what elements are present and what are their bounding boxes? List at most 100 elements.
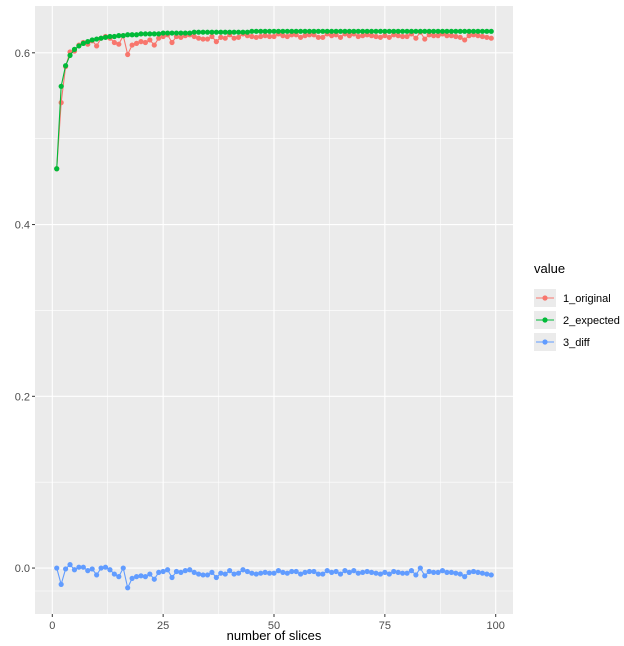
data-point xyxy=(258,33,264,40)
data-point xyxy=(235,570,242,576)
data-point xyxy=(435,28,441,34)
data-point xyxy=(235,29,242,35)
data-point xyxy=(377,28,384,34)
data-point xyxy=(302,569,308,575)
data-point xyxy=(280,28,286,34)
data-point xyxy=(470,568,477,575)
data-point xyxy=(329,28,335,34)
data-point xyxy=(94,572,100,578)
data-point xyxy=(306,568,313,575)
data-point xyxy=(329,33,335,39)
data-point xyxy=(218,29,224,35)
data-point xyxy=(204,36,211,42)
data-point xyxy=(320,34,326,40)
legend-label: 3_diff xyxy=(563,337,591,349)
data-point xyxy=(85,568,91,574)
data-point xyxy=(399,33,406,40)
data-point xyxy=(147,571,153,577)
y-tick-label: 0.2 xyxy=(15,391,30,403)
data-point xyxy=(227,568,233,574)
data-point xyxy=(391,28,397,34)
data-point xyxy=(360,28,366,34)
data-point xyxy=(80,564,86,570)
data-point xyxy=(311,28,317,34)
data-point xyxy=(142,574,149,580)
data-point xyxy=(435,33,441,39)
data-point xyxy=(266,28,273,34)
data-point xyxy=(275,28,282,34)
data-point xyxy=(360,569,366,575)
data-point xyxy=(479,570,485,576)
data-point xyxy=(382,33,388,39)
data-point xyxy=(333,568,339,575)
data-point xyxy=(58,581,64,587)
data-point xyxy=(311,568,317,575)
data-point xyxy=(298,28,304,34)
data-point xyxy=(280,33,286,39)
data-point xyxy=(116,33,122,39)
data-point xyxy=(399,570,406,576)
data-point xyxy=(302,33,308,39)
data-point xyxy=(169,39,175,46)
legend-label: 1_original xyxy=(563,293,611,305)
axis-ticks xyxy=(32,52,497,617)
data-point xyxy=(337,571,344,577)
data-point xyxy=(244,568,250,575)
data-point xyxy=(200,36,206,42)
data-point xyxy=(204,29,211,35)
data-point xyxy=(111,571,117,577)
data-point xyxy=(404,28,410,34)
data-point xyxy=(368,28,375,34)
data-point xyxy=(204,572,211,578)
data-point xyxy=(408,28,415,34)
data-point xyxy=(182,30,188,36)
data-point xyxy=(466,28,472,34)
data-point xyxy=(453,33,459,40)
data-point xyxy=(262,33,268,39)
data-point xyxy=(111,33,117,40)
data-point xyxy=(342,28,348,34)
data-point xyxy=(244,29,250,35)
data-point xyxy=(298,571,304,577)
data-point xyxy=(222,35,228,41)
data-point xyxy=(258,570,264,576)
data-point xyxy=(373,33,379,40)
legend-item-2_expected: 2_expected xyxy=(534,311,620,329)
data-point xyxy=(271,33,277,40)
data-point xyxy=(133,574,140,580)
data-point xyxy=(435,569,441,575)
data-point xyxy=(426,28,432,34)
data-point xyxy=(337,28,344,34)
data-point xyxy=(395,33,401,39)
data-point xyxy=(209,33,215,40)
data-point xyxy=(200,572,206,578)
data-point xyxy=(249,33,255,40)
data-point xyxy=(289,28,295,34)
data-point xyxy=(293,28,299,34)
data-point xyxy=(235,34,242,40)
data-point xyxy=(116,41,122,47)
data-point xyxy=(395,569,401,575)
data-point xyxy=(386,571,392,577)
data-point xyxy=(453,28,459,34)
series-3_diff xyxy=(54,562,494,591)
data-point xyxy=(320,571,326,577)
data-point xyxy=(404,570,410,576)
data-point xyxy=(413,35,419,41)
data-point xyxy=(444,28,450,34)
data-point xyxy=(178,30,184,36)
data-point xyxy=(151,42,157,48)
data-point xyxy=(377,34,384,40)
data-point xyxy=(395,28,401,34)
data-point xyxy=(71,46,78,52)
x-axis-title: number of slices xyxy=(227,628,322,643)
data-point xyxy=(386,28,392,34)
data-point xyxy=(240,567,246,573)
legend-items: 1_original 2_expected 3_diff xyxy=(534,289,620,351)
data-point xyxy=(191,29,197,35)
data-point xyxy=(125,51,131,58)
data-point xyxy=(156,31,162,37)
data-point xyxy=(462,574,468,580)
data-point xyxy=(142,39,149,46)
data-point xyxy=(85,39,91,45)
